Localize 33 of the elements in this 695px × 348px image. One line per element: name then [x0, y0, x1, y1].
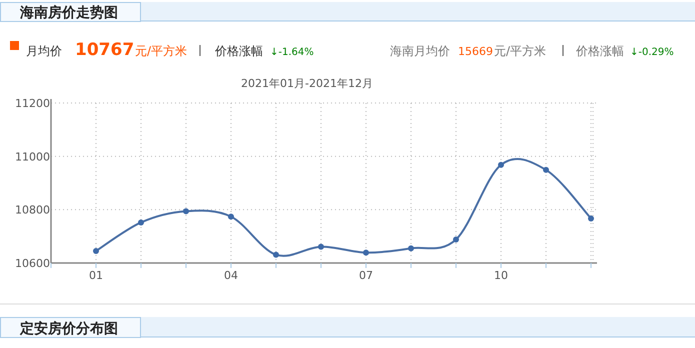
point: [498, 162, 504, 168]
text: 定安房价分布图: [19, 320, 118, 337]
text: 元/平方米: [494, 44, 546, 58]
text: ↓-1.64%: [270, 47, 314, 58]
text: 价格涨幅: [214, 44, 263, 58]
point: [228, 214, 234, 220]
x-tick-label: 10: [494, 269, 508, 282]
point: [273, 252, 279, 258]
text: 价格涨幅: [575, 44, 624, 58]
chart-title: 海南房价走势图: [19, 4, 118, 21]
x-tick-label: 04: [224, 269, 238, 282]
point: [183, 208, 189, 214]
y-tick-label: 11000: [15, 150, 50, 164]
point: [408, 245, 414, 252]
text: 海南月均价: [390, 44, 450, 58]
y-tick-label: 10800: [15, 204, 50, 217]
point: [543, 166, 549, 173]
point: [318, 244, 324, 250]
chart-subtitle: 2021年01月-2021年12月: [241, 77, 373, 90]
text: ↓-0.29%: [630, 47, 674, 58]
point: [363, 250, 369, 256]
point: [453, 236, 459, 243]
x-tick-label: 07: [359, 269, 373, 282]
text: 元/平方米: [135, 44, 188, 58]
text: 10767: [75, 40, 134, 60]
y-tick-label: 11200: [15, 97, 50, 110]
text: 15669: [458, 45, 493, 58]
y-tick-label: 10600: [15, 257, 50, 270]
point: [138, 219, 144, 226]
point: [588, 215, 594, 222]
point: [93, 248, 99, 254]
x-tick-label: 01: [89, 269, 103, 282]
text: 月均价: [26, 44, 62, 58]
